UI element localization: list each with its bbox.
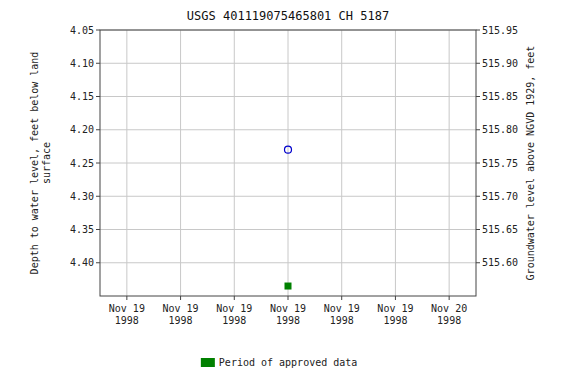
tick-mark [476,129,480,130]
tick-label: Nov 191998 [163,303,199,326]
y-axis-label: Depth to water level, feet below landsur… [29,52,52,275]
tick-mark [476,63,480,64]
plot-frame [100,30,476,296]
tick-mark [126,296,127,300]
tick-label-line: Nov 19 [377,303,413,314]
grid-line [288,30,289,296]
grid-line [341,30,342,296]
legend: Period of approved data [201,357,357,368]
tick-label-line: Nov 19 [109,303,145,314]
tick-label: 4.40 [70,257,94,268]
tick-mark [476,196,480,197]
y-axis-label-line: surface [41,142,52,184]
tick-label: 4.05 [70,25,94,36]
grid-line [126,30,127,296]
tick-label: 4.35 [70,224,94,235]
tick-mark [96,163,100,164]
grid-line [180,30,181,296]
tick-mark [96,229,100,230]
tick-label: Nov 191998 [216,303,252,326]
tick-mark [180,296,181,300]
tick-mark [476,229,480,230]
tick-label-line: 1998 [437,315,461,326]
tick-mark [234,296,235,300]
tick-label-line: Nov 19 [270,303,306,314]
tick-mark [96,96,100,97]
tick-label: Nov 191998 [324,303,360,326]
tick-label: 4.15 [70,91,94,102]
tick-label-line: Nov 19 [324,303,360,314]
tick-mark [476,163,480,164]
tick-label-line: 1998 [383,315,407,326]
tick-label: 515.90 [482,58,518,69]
tick-label-line: Nov 19 [216,303,252,314]
tick-mark [476,96,480,97]
tick-label: 4.30 [70,191,94,202]
tick-mark [395,296,396,300]
tick-label: 4.25 [70,158,94,169]
grid-line [234,30,235,296]
tick-label: 515.85 [482,91,518,102]
title: USGS 401119075465801 CH 5187 [187,9,389,23]
tick-label-line: 1998 [330,315,354,326]
tick-mark [341,296,342,300]
y2-axis-label: Groundwater level above NGVD 1929, feet [525,46,536,281]
tick-mark [96,63,100,64]
point [285,146,292,153]
tick-label: 515.60 [482,257,518,268]
tick-label: Nov 191998 [109,303,145,326]
tick-label-line: 1998 [222,315,246,326]
tick-label-line: Nov 19 [163,303,199,314]
chart: 4.05 4.10 4.15 4.20 4.25 4.30 4.35 4.40 515.95 51… [0,0,576,384]
tick-mark [449,296,450,300]
legend-label: Period of approved data [219,357,357,368]
tick-label: 4.20 [70,124,94,135]
tick-label-line: Nov 20 [431,303,467,314]
tick-label: 515.70 [482,191,518,202]
grid-line [449,30,450,296]
tick-label: Nov 201998 [431,303,467,326]
tick-mark [96,129,100,130]
point [285,283,291,289]
tick-label: 4.10 [70,58,94,69]
tick-label: 515.75 [482,158,518,169]
tick-label: 515.65 [482,224,518,235]
tick-label: 515.80 [482,124,518,135]
tick-label-line: 1998 [169,315,193,326]
tick-mark [476,30,480,31]
tick-label: 515.95 [482,25,518,36]
marks [285,146,292,289]
tick-mark [96,30,100,31]
tick-mark [288,296,289,300]
y-axis-label-line: Depth to water level, feet below land [29,52,40,275]
legend-swatch [201,358,215,367]
tick-label: Nov 191998 [377,303,413,326]
tick-label-line: 1998 [115,315,139,326]
tick-label: Nov 191998 [270,303,306,326]
tick-label-line: 1998 [276,315,300,326]
axes: 4.05 4.10 4.15 4.20 4.25 4.30 4.35 4.40 515.95 51… [70,25,518,327]
tick-mark [96,196,100,197]
tick-mark [96,262,100,263]
grid-line [395,30,396,296]
tick-mark [476,262,480,263]
grid [100,30,476,296]
